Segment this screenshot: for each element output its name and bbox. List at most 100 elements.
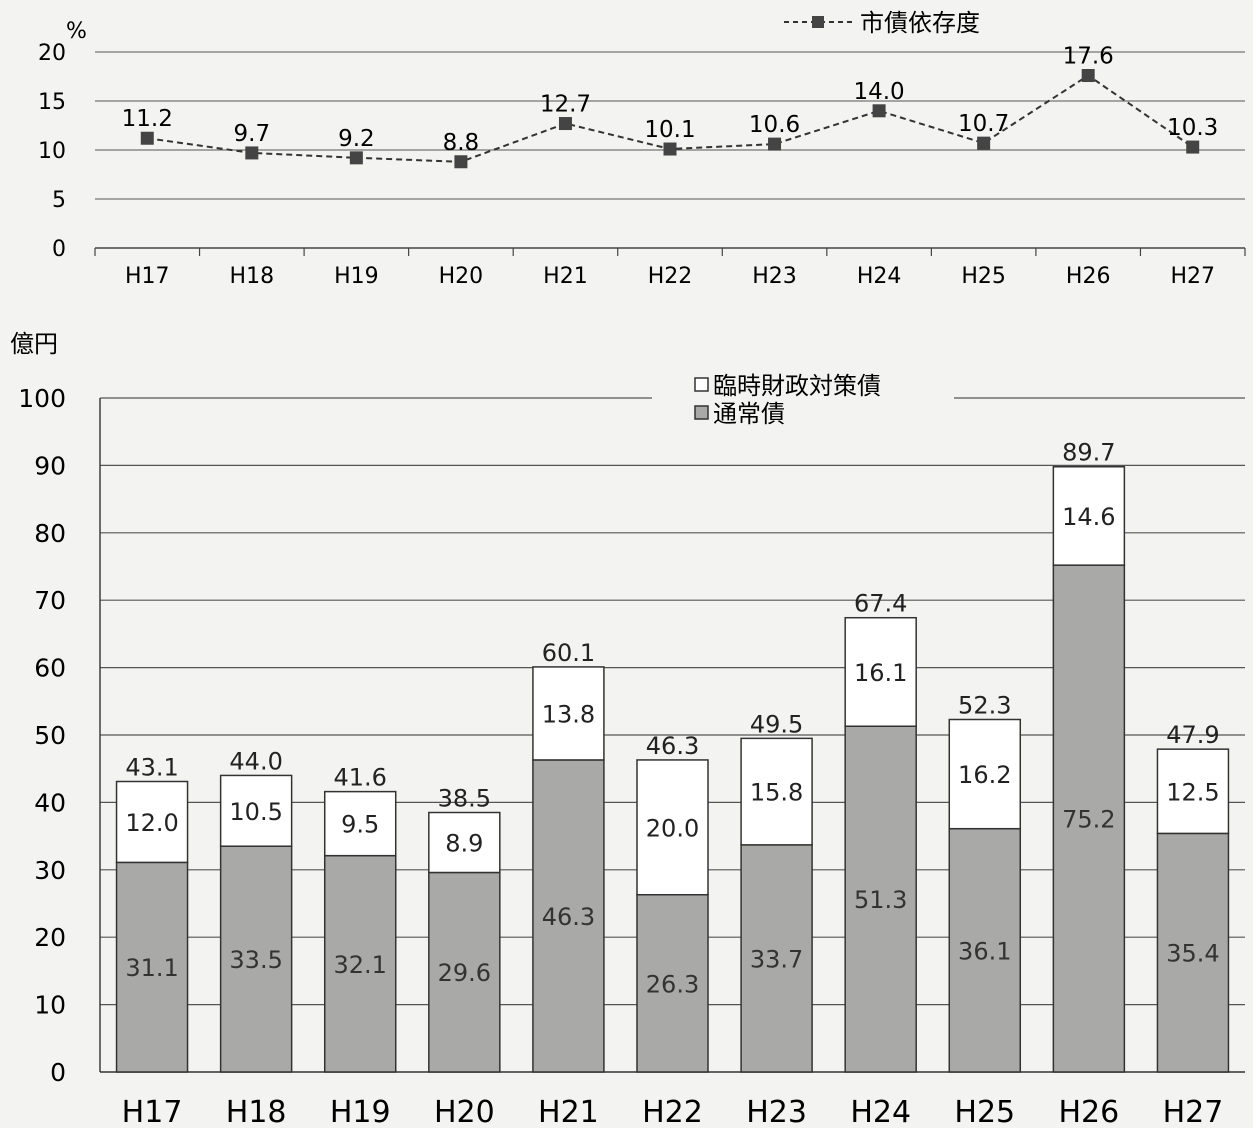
line-chart-points [140, 69, 1200, 169]
line-data-label: 8.8 [443, 130, 480, 156]
line-chart: % 0 5 10 15 20 H17 H18 H19 H20 H21 H22 H23 H24 H25 H2… [38, 9, 1246, 289]
bar-segment-rinji [323, 790, 397, 857]
line-point-marker [1186, 140, 1200, 154]
bar-x-tick-label: H24 [850, 1095, 911, 1128]
bar-label-tsujo: 32.1 [334, 951, 387, 979]
bar-segment-tsujo [115, 861, 189, 1073]
line-x-tick-label: H18 [230, 264, 275, 289]
bar-label-tsujo: 26.3 [646, 970, 699, 998]
bar-label-tsujo: 33.5 [229, 946, 282, 974]
bar-total-label: 46.3 [646, 732, 699, 760]
bar-label-tsujo: 36.1 [958, 937, 1011, 965]
bar-segment-tsujo [636, 893, 709, 1073]
bar-y-tick-label: 30 [34, 856, 66, 885]
bar-label-rinji: 13.8 [542, 700, 595, 728]
bar-segment-rinji [636, 759, 709, 896]
bar-x-tick-label: H26 [1058, 1095, 1119, 1128]
line-y-tick-label: 20 [38, 41, 66, 66]
bar-y-tick-label: 50 [34, 721, 66, 750]
line-data-label: 12.7 [540, 92, 591, 118]
line-data-label: 14.0 [853, 79, 904, 105]
bar-chart-legend: 臨時財政対策債 通常債 [652, 372, 954, 434]
line-data-label: 10.7 [958, 111, 1009, 137]
bar-y-tick-label: 90 [34, 451, 66, 480]
line-x-tick-label: H20 [439, 264, 484, 289]
line-x-tick-label: H26 [1066, 264, 1111, 289]
bar-segment-tsujo [532, 759, 605, 1073]
bar-segment-rinji [844, 616, 917, 727]
legend-swatch-tsujo [694, 405, 709, 420]
bar-label-tsujo: 51.3 [854, 886, 907, 914]
bar-y-tick-label: 100 [18, 384, 66, 413]
line-data-label: 10.3 [1167, 115, 1218, 141]
line-y-tick-label: 5 [52, 188, 66, 213]
bar-segment-rinji [740, 737, 813, 846]
bar-total-label: 60.1 [542, 639, 595, 667]
bar-x-tick-label: H19 [330, 1095, 391, 1128]
line-data-label: 9.7 [234, 121, 271, 147]
line-x-tick-label: H27 [1170, 264, 1215, 289]
bar-total-label: 52.3 [958, 691, 1011, 719]
bar-segment-tsujo [1052, 564, 1126, 1073]
bar-label-rinji: 8.9 [445, 830, 483, 858]
bar-x-tick-label: H23 [746, 1095, 807, 1128]
bar-x-tick-label: H18 [226, 1095, 287, 1128]
bar-x-tick-label: H17 [122, 1095, 183, 1128]
line-point-marker [140, 131, 154, 145]
bar-segment-tsujo [844, 725, 917, 1073]
line-y-tick-label: 10 [38, 139, 66, 164]
bar-y-tick-label: 20 [34, 923, 66, 952]
line-x-tick-label: H23 [752, 264, 797, 289]
bar-total-label: 47.9 [1166, 721, 1219, 749]
line-y-tick-label: 15 [38, 90, 66, 115]
bar-segment-tsujo [219, 845, 293, 1073]
bar-label-rinji: 20.0 [646, 814, 699, 842]
line-data-label: 10.1 [644, 117, 695, 143]
bar-total-label: 41.6 [334, 764, 387, 792]
line-x-tick-label: H22 [648, 264, 693, 289]
bar-label-rinji: 12.0 [125, 809, 178, 837]
bar-segment-tsujo [948, 827, 1022, 1073]
bar-y-tick-label: 60 [34, 654, 66, 683]
legend-label-rinji: 臨時財政対策債 [713, 372, 881, 400]
line-point-marker [768, 137, 782, 151]
bar-label-tsujo: 29.6 [438, 959, 491, 987]
bar-chart-bars: 31.1 12.0 43.1 33.5 10.5 44.0 32.1 9.5 41.6 29.6 8… [115, 439, 1230, 1073]
line-x-tick-label: H24 [857, 264, 902, 289]
bar-label-rinji: 15.8 [750, 779, 803, 807]
bar-chart: 億円 0 10 20 30 40 50 60 70 80 90 100 31.1 12.0 43.1 33… [10, 330, 1245, 1128]
bar-y-tick-label: 10 [34, 991, 66, 1020]
line-point-marker [872, 104, 886, 118]
bar-label-tsujo: 33.7 [750, 945, 803, 973]
bar-segment-rinji [428, 811, 501, 874]
line-point-marker [558, 117, 572, 131]
bar-x-tick-label: H22 [642, 1095, 703, 1128]
bar-chart-x-ticks: H17 H18 H19 H20 H21 H22 H23 H24 H25 H26 H27 [122, 1095, 1224, 1128]
bar-label-rinji: 16.2 [958, 761, 1011, 789]
line-chart-data-labels: 11.2 9.7 9.2 8.8 12.7 10.1 10.6 14.0 10.7 17.6 10.… [122, 44, 1219, 156]
bar-segment-tsujo [428, 871, 501, 1073]
bar-total-label: 44.0 [229, 747, 282, 775]
bar-total-label: 89.7 [1062, 439, 1115, 467]
line-data-label: 17.6 [1063, 44, 1114, 70]
line-data-label: 10.6 [749, 112, 800, 138]
bar-label-rinji: 14.6 [1062, 503, 1115, 531]
bar-x-tick-label: H27 [1163, 1095, 1224, 1128]
bar-y-tick-label: 70 [34, 586, 66, 615]
bar-segment-rinji [532, 666, 605, 761]
line-chart-legend: 市債依存度 [784, 9, 980, 37]
line-point-marker [1081, 69, 1095, 83]
bar-segment-rinji [115, 780, 189, 864]
bar-label-rinji: 12.5 [1166, 778, 1219, 806]
line-chart-y-axis-label: % [66, 19, 87, 44]
bar-segment-rinji [1052, 465, 1126, 566]
bar-segment-rinji [219, 774, 293, 847]
line-point-marker [454, 155, 468, 169]
line-point-marker [245, 146, 259, 160]
line-chart-x-ticks: H17 H18 H19 H20 H21 H22 H23 H24 H25 H26 H27 [125, 264, 1215, 289]
bar-x-tick-label: H21 [538, 1095, 599, 1128]
bar-total-label: 43.1 [125, 754, 178, 782]
bar-label-rinji: 10.5 [229, 798, 282, 826]
bar-total-label: 67.4 [854, 590, 907, 618]
